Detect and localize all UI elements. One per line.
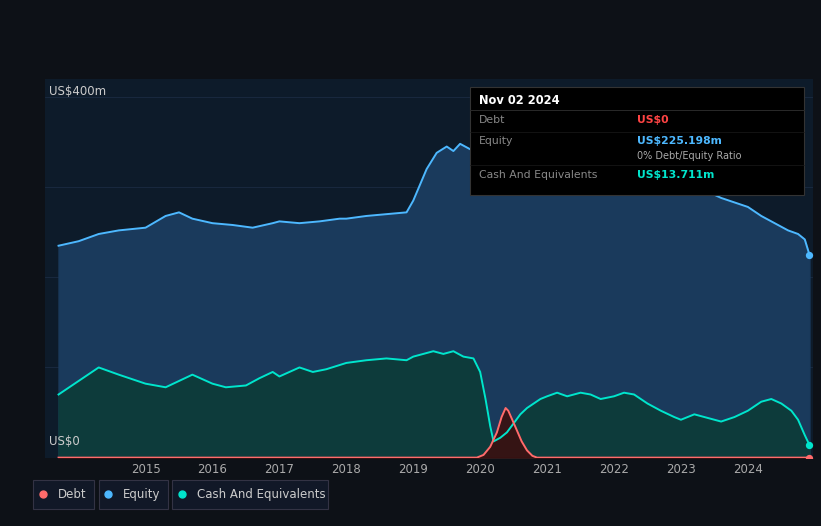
Text: Cash And Equivalents: Cash And Equivalents	[479, 170, 597, 180]
Text: US$400m: US$400m	[49, 85, 106, 98]
Point	[803, 453, 816, 462]
FancyBboxPatch shape	[470, 87, 804, 195]
Text: 0% Debt/Equity Ratio: 0% Debt/Equity Ratio	[636, 151, 741, 161]
FancyBboxPatch shape	[99, 480, 168, 509]
FancyBboxPatch shape	[172, 480, 328, 509]
Text: Debt: Debt	[57, 488, 86, 501]
Text: US$0: US$0	[636, 115, 668, 125]
Text: Equity: Equity	[479, 136, 513, 146]
Text: Equity: Equity	[123, 488, 161, 501]
FancyBboxPatch shape	[33, 480, 94, 509]
Text: US$0: US$0	[49, 435, 80, 448]
Text: US$225.198m: US$225.198m	[636, 136, 722, 146]
Text: US$13.711m: US$13.711m	[636, 170, 714, 180]
Text: Cash And Equivalents: Cash And Equivalents	[197, 488, 326, 501]
Text: Debt: Debt	[479, 115, 505, 125]
Point	[803, 250, 816, 259]
Point	[803, 441, 816, 449]
Text: Nov 02 2024: Nov 02 2024	[479, 94, 559, 107]
